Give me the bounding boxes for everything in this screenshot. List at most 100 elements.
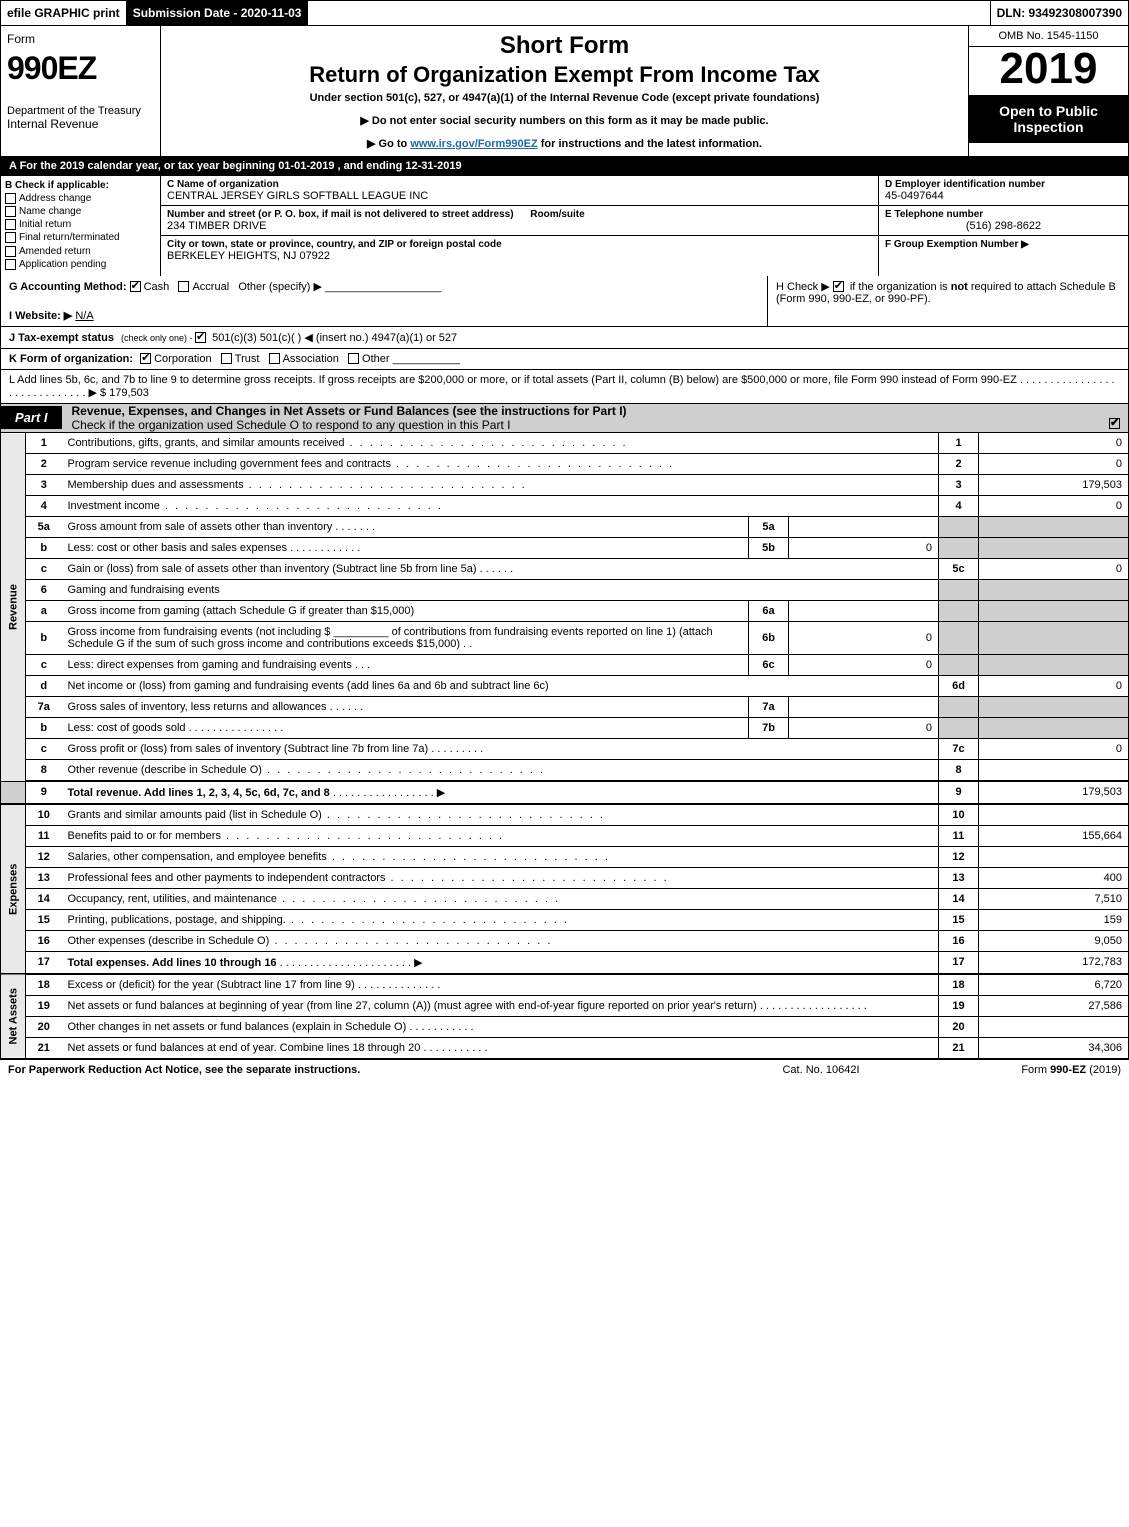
- h-mid: if the organization is: [850, 281, 951, 293]
- sub-amt: [789, 696, 939, 717]
- line-num: 16: [26, 930, 62, 951]
- line-desc: Salaries, other compensation, and employ…: [62, 846, 939, 867]
- sub-amt: 0: [789, 621, 939, 654]
- l-amount: ▶ $ 179,503: [88, 387, 148, 399]
- chk-h[interactable]: [833, 281, 844, 292]
- sub-amt: 0: [789, 654, 939, 675]
- ein-cell: D Employer identification number 45-0497…: [879, 176, 1128, 206]
- grey-cell: [939, 654, 979, 675]
- line-ref: 18: [939, 974, 979, 996]
- grey-cell: [979, 717, 1129, 738]
- line-num: 7a: [26, 696, 62, 717]
- line-desc: Gross income from gaming (attach Schedul…: [62, 600, 749, 621]
- form-header: Form 990EZ Department of the Treasury In…: [0, 26, 1129, 157]
- line-amt: 34,306: [979, 1037, 1129, 1058]
- line-amt: [979, 1016, 1129, 1037]
- chk-cash[interactable]: [130, 281, 141, 292]
- line-desc: Gross income from fundraising events (no…: [62, 621, 749, 654]
- chk-501c3[interactable]: [195, 332, 206, 343]
- header-right: OMB No. 1545-1150 2019 Open to Public In…: [968, 26, 1128, 156]
- form-word: Form: [7, 32, 154, 46]
- dept-label: Department of the Treasury: [7, 105, 154, 117]
- header-sub: Under section 501(c), 527, or 4947(a)(1)…: [171, 92, 958, 104]
- h-pre: H Check ▶: [776, 281, 833, 293]
- ein-label: D Employer identification number: [885, 179, 1122, 190]
- header-left: Form 990EZ Department of the Treasury In…: [1, 26, 161, 156]
- chk-other[interactable]: [348, 353, 359, 364]
- chk-corporation[interactable]: [140, 353, 151, 364]
- line-amt: [979, 846, 1129, 867]
- short-form-title: Short Form: [171, 32, 958, 60]
- j-note: (check only one) -: [121, 333, 195, 343]
- sub-ref: 7b: [749, 717, 789, 738]
- chk-initial-return[interactable]: Initial return: [5, 219, 156, 230]
- grey-cell: [939, 579, 979, 600]
- chk-label: Name change: [19, 206, 81, 217]
- chk-address-change[interactable]: Address change: [5, 193, 156, 204]
- open-inspection: Open to Public Inspection: [969, 95, 1128, 143]
- chk-association[interactable]: [269, 353, 280, 364]
- addr-value: 234 TIMBER DRIVE: [167, 220, 872, 232]
- g-other: Other (specify) ▶: [238, 281, 322, 293]
- return-title: Return of Organization Exempt From Incom…: [171, 62, 958, 88]
- section-b: B Check if applicable: Address change Na…: [1, 176, 161, 276]
- chk-trust[interactable]: [221, 353, 232, 364]
- line-num: 17: [26, 951, 62, 974]
- line-ref: 19: [939, 995, 979, 1016]
- line-num: b: [26, 717, 62, 738]
- sub-ref: 5a: [749, 516, 789, 537]
- i-value: N/A: [75, 310, 93, 322]
- grey-cell: [979, 696, 1129, 717]
- line-num: 8: [26, 759, 62, 781]
- section-j: J Tax-exempt status (check only one) - 5…: [0, 327, 1129, 349]
- line-ref: 14: [939, 888, 979, 909]
- goto-link[interactable]: www.irs.gov/Form990EZ: [410, 138, 537, 150]
- j-label: J Tax-exempt status: [9, 332, 114, 344]
- line-ref: 1: [939, 433, 979, 454]
- chk-application-pending[interactable]: Application pending: [5, 259, 156, 270]
- line-ref: 5c: [939, 558, 979, 579]
- line-desc: Total expenses. Add lines 10 through 16 …: [62, 951, 939, 974]
- chk-schedule-o[interactable]: [1109, 418, 1120, 429]
- line-desc: Gross profit or (loss) from sales of inv…: [62, 738, 939, 759]
- chk-accrual[interactable]: [178, 281, 189, 292]
- line-desc: Printing, publications, postage, and shi…: [62, 909, 939, 930]
- j-opts: 501(c)(3) 501(c)( ) ◀ (insert no.) 4947(…: [212, 332, 457, 344]
- amount-table: Revenue 1 Contributions, gifts, grants, …: [0, 433, 1129, 1059]
- chk-name-change[interactable]: Name change: [5, 206, 156, 217]
- grey-cell: [939, 537, 979, 558]
- i-label: I Website: ▶: [9, 310, 72, 322]
- chk-label: Amended return: [19, 246, 91, 257]
- line-ref: 10: [939, 804, 979, 826]
- chk-final-return[interactable]: Final return/terminated: [5, 232, 156, 243]
- line-num: 2: [26, 453, 62, 474]
- line-desc: Net assets or fund balances at beginning…: [62, 995, 939, 1016]
- line-ref: 9: [939, 781, 979, 804]
- l-text: L Add lines 5b, 6c, and 7b to line 9 to …: [9, 374, 1017, 386]
- tax-year: 2019: [969, 47, 1128, 91]
- topbar: efile GRAPHIC print Submission Date - 20…: [0, 0, 1129, 26]
- line-num: 3: [26, 474, 62, 495]
- efile-label: efile GRAPHIC print: [1, 1, 127, 25]
- g-label: G Accounting Method:: [9, 281, 127, 293]
- part1-tab: Part I: [1, 406, 62, 429]
- grey-cell: [979, 579, 1129, 600]
- line-desc: Contributions, gifts, grants, and simila…: [62, 433, 939, 454]
- grey-cell: [939, 621, 979, 654]
- line-num: 20: [26, 1016, 62, 1037]
- phone-value: (516) 298-8622: [885, 220, 1122, 232]
- addr-cell: Number and street (or P. O. box, if mail…: [161, 206, 878, 236]
- line-desc: Program service revenue including govern…: [62, 453, 939, 474]
- chk-label: Address change: [19, 193, 91, 204]
- sub-ref: 5b: [749, 537, 789, 558]
- chk-amended-return[interactable]: Amended return: [5, 246, 156, 257]
- phone-label: E Telephone number: [885, 209, 1122, 220]
- line-desc: Gross sales of inventory, less returns a…: [62, 696, 749, 717]
- rot-revenue: Revenue: [1, 433, 26, 781]
- line-amt: 0: [979, 558, 1129, 579]
- line-num: 4: [26, 495, 62, 516]
- line-amt: [979, 759, 1129, 781]
- line-num: 12: [26, 846, 62, 867]
- line-ref: 2: [939, 453, 979, 474]
- dln-label: DLN: 93492308007390: [990, 1, 1128, 25]
